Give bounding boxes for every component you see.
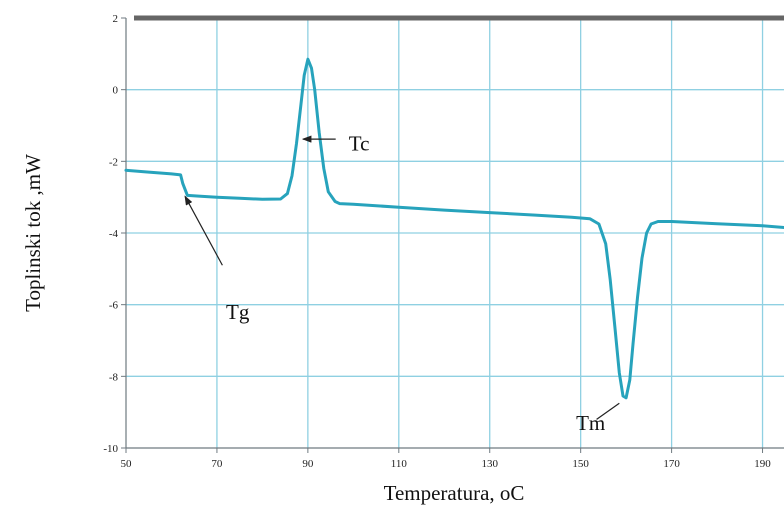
annotation-tg: Tg [226,300,250,324]
dsc-curve-line [124,57,784,400]
plot-frame [121,15,784,453]
x-tick-label: 150 [572,458,589,470]
x-tick-labels: 50 70 90 110 130 150 170 190 [121,458,772,470]
y-tick-label: -6 [109,300,119,312]
x-tick-label: 50 [121,458,133,470]
x-axis-title: Temperatura, oC [384,481,525,505]
x-tick-label: 90 [302,458,314,470]
annotation-layer: Tc Tg Tm [184,131,620,435]
y-tick-label: -8 [109,371,119,383]
grid-lines [126,18,784,448]
x-tick-label: 190 [754,458,771,470]
x-tick-label: 70 [211,458,223,470]
x-tick-label: 110 [391,458,408,470]
y-tick-label: 2 [113,13,119,25]
y-tick-label: 0 [113,85,119,97]
tm-pointer-line [596,402,620,420]
x-tick-label: 170 [663,458,680,470]
annotation-tc: Tc [349,131,370,155]
annotation-tm: Tm [576,411,605,435]
y-tick-labels: 2 0 -2 -4 -6 -8 -10 [103,13,118,455]
x-tick-label: 130 [481,458,498,470]
y-tick-label: -4 [109,228,119,240]
tg-arrow [184,195,223,266]
y-tick-label: -10 [103,443,118,455]
series-layer [124,57,784,400]
y-tick-label: -2 [109,156,118,168]
y-axis-title: Toplinski tok ,mW [21,154,45,312]
